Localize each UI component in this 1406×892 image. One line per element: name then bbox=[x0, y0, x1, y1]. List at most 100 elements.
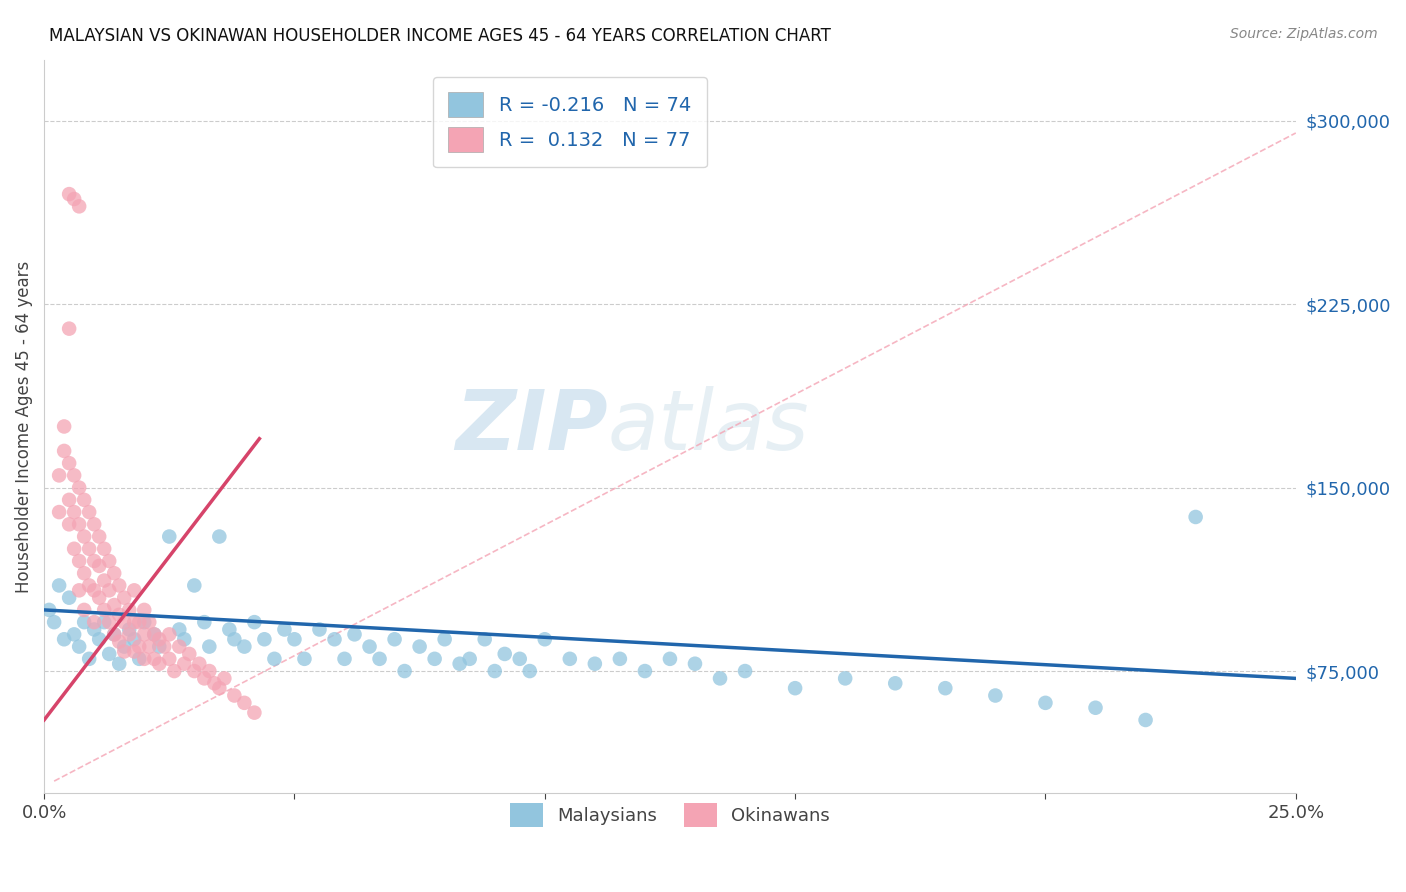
Point bbox=[108, 607, 131, 622]
Point bbox=[224, 689, 246, 703]
Point bbox=[53, 419, 76, 434]
Point bbox=[188, 657, 211, 671]
Point bbox=[67, 583, 90, 598]
Point bbox=[58, 187, 80, 202]
Point bbox=[89, 591, 111, 605]
Point bbox=[98, 647, 121, 661]
Point bbox=[67, 554, 90, 568]
Point bbox=[58, 321, 80, 335]
Point bbox=[93, 541, 115, 556]
Point bbox=[122, 644, 145, 658]
Legend: Malaysians, Okinawans: Malaysians, Okinawans bbox=[501, 795, 839, 836]
Point bbox=[658, 652, 681, 666]
Point bbox=[193, 672, 215, 686]
Point bbox=[323, 632, 346, 647]
Point bbox=[77, 652, 100, 666]
Point bbox=[83, 554, 105, 568]
Point bbox=[224, 632, 246, 647]
Point bbox=[83, 615, 105, 629]
Point bbox=[42, 615, 65, 629]
Point bbox=[558, 652, 581, 666]
Point bbox=[834, 672, 856, 686]
Point bbox=[103, 566, 125, 581]
Point bbox=[368, 652, 391, 666]
Point bbox=[208, 529, 231, 543]
Point bbox=[83, 583, 105, 598]
Point bbox=[48, 505, 70, 519]
Point bbox=[785, 681, 807, 696]
Point bbox=[89, 558, 111, 573]
Point bbox=[683, 657, 706, 671]
Point bbox=[609, 652, 631, 666]
Point bbox=[884, 676, 907, 690]
Point bbox=[103, 598, 125, 612]
Point bbox=[583, 657, 606, 671]
Point bbox=[108, 657, 131, 671]
Point bbox=[143, 627, 166, 641]
Point bbox=[183, 664, 205, 678]
Point bbox=[108, 634, 131, 648]
Point bbox=[112, 644, 135, 658]
Point bbox=[58, 456, 80, 470]
Point bbox=[433, 632, 456, 647]
Point bbox=[128, 652, 150, 666]
Point bbox=[63, 505, 86, 519]
Point bbox=[198, 664, 221, 678]
Point bbox=[934, 681, 956, 696]
Point bbox=[67, 517, 90, 532]
Point bbox=[112, 615, 135, 629]
Point bbox=[984, 689, 1007, 703]
Point bbox=[93, 615, 115, 629]
Point bbox=[157, 529, 180, 543]
Point bbox=[98, 554, 121, 568]
Point bbox=[122, 632, 145, 647]
Point bbox=[128, 615, 150, 629]
Point bbox=[128, 640, 150, 654]
Point bbox=[148, 632, 170, 647]
Y-axis label: Householder Income Ages 45 - 64 years: Householder Income Ages 45 - 64 years bbox=[15, 260, 32, 592]
Point bbox=[169, 640, 191, 654]
Point bbox=[38, 603, 60, 617]
Point bbox=[134, 627, 156, 641]
Point bbox=[474, 632, 496, 647]
Point bbox=[53, 632, 76, 647]
Point bbox=[283, 632, 305, 647]
Point bbox=[509, 652, 531, 666]
Point bbox=[233, 640, 256, 654]
Point bbox=[494, 647, 516, 661]
Point bbox=[112, 640, 135, 654]
Point bbox=[63, 468, 86, 483]
Point bbox=[343, 627, 366, 641]
Point bbox=[384, 632, 406, 647]
Point bbox=[122, 615, 145, 629]
Point bbox=[273, 623, 295, 637]
Point bbox=[83, 517, 105, 532]
Point bbox=[93, 574, 115, 588]
Point bbox=[163, 664, 186, 678]
Point bbox=[58, 591, 80, 605]
Point bbox=[122, 583, 145, 598]
Point bbox=[143, 652, 166, 666]
Point bbox=[179, 647, 201, 661]
Point bbox=[98, 583, 121, 598]
Point bbox=[533, 632, 555, 647]
Point bbox=[138, 640, 160, 654]
Point bbox=[148, 657, 170, 671]
Point bbox=[73, 566, 96, 581]
Point bbox=[218, 623, 240, 637]
Point bbox=[308, 623, 330, 637]
Point bbox=[77, 578, 100, 592]
Point bbox=[1084, 700, 1107, 714]
Point bbox=[112, 591, 135, 605]
Point bbox=[143, 627, 166, 641]
Point bbox=[709, 672, 731, 686]
Point bbox=[169, 623, 191, 637]
Point bbox=[73, 529, 96, 543]
Text: MALAYSIAN VS OKINAWAN HOUSEHOLDER INCOME AGES 45 - 64 YEARS CORRELATION CHART: MALAYSIAN VS OKINAWAN HOUSEHOLDER INCOME… bbox=[49, 27, 831, 45]
Point bbox=[58, 492, 80, 507]
Point bbox=[134, 652, 156, 666]
Point bbox=[408, 640, 430, 654]
Point bbox=[198, 640, 221, 654]
Point bbox=[67, 640, 90, 654]
Point bbox=[173, 657, 195, 671]
